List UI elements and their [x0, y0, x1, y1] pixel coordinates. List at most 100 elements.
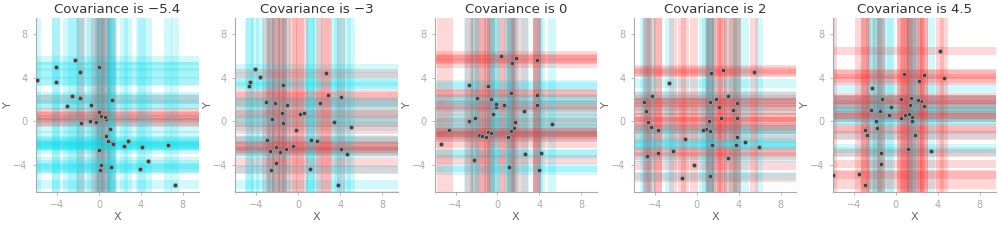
Point — [532, 151, 548, 155]
Bar — [633, 142, 796, 151]
Bar — [633, 68, 796, 76]
Bar — [267, 18, 275, 192]
Bar — [741, 18, 749, 192]
Bar — [236, 97, 398, 106]
Bar — [33, 18, 41, 192]
Bar — [435, 133, 597, 142]
X-axis label: X: X — [711, 212, 719, 222]
Bar — [36, 160, 199, 169]
Bar — [877, 18, 885, 192]
Bar — [633, 135, 796, 144]
Point — [312, 101, 328, 105]
Bar — [547, 18, 555, 192]
Bar — [272, 18, 280, 192]
Bar — [906, 18, 914, 192]
Point — [303, 193, 319, 197]
Bar — [52, 18, 60, 192]
Bar — [124, 18, 132, 192]
Point — [698, 127, 714, 131]
Point — [701, 119, 717, 123]
Point — [750, 145, 766, 148]
Bar — [717, 18, 725, 192]
Bar — [485, 18, 493, 192]
Bar — [908, 18, 916, 192]
Bar — [633, 91, 796, 100]
Bar — [897, 18, 905, 192]
Point — [168, 183, 184, 187]
Bar — [236, 119, 398, 127]
Point — [273, 150, 289, 154]
Point — [650, 128, 666, 131]
Point — [907, 133, 923, 137]
Point — [529, 93, 545, 97]
Bar — [92, 18, 100, 192]
Point — [72, 97, 88, 100]
Point — [530, 169, 546, 172]
Bar — [936, 18, 944, 192]
Bar — [236, 81, 398, 90]
Bar — [435, 59, 597, 68]
Bar — [36, 165, 199, 174]
Bar — [435, 148, 597, 157]
Bar — [236, 125, 398, 134]
Bar — [633, 65, 796, 74]
Bar — [633, 173, 796, 182]
Bar — [435, 55, 597, 64]
Bar — [236, 92, 398, 101]
Bar — [833, 113, 996, 122]
Bar — [108, 18, 116, 192]
Bar — [729, 18, 737, 192]
Point — [702, 129, 718, 133]
Title: Covariance is 0: Covariance is 0 — [465, 3, 567, 16]
Bar — [877, 18, 885, 192]
Bar — [885, 18, 893, 192]
Bar — [532, 18, 541, 192]
Point — [64, 94, 80, 98]
Point — [900, 147, 916, 150]
Bar — [76, 18, 84, 192]
Point — [893, 116, 909, 120]
Bar — [471, 18, 479, 192]
Point — [903, 96, 919, 99]
Point — [116, 144, 132, 148]
Bar — [437, 18, 445, 192]
Bar — [36, 141, 199, 150]
Bar — [236, 144, 398, 153]
Y-axis label: Y: Y — [203, 101, 213, 108]
Bar — [653, 18, 662, 192]
Bar — [833, 117, 996, 125]
Bar — [706, 18, 714, 192]
Point — [480, 130, 496, 134]
Point — [701, 100, 717, 104]
Bar — [911, 18, 919, 192]
Bar — [866, 18, 874, 192]
Bar — [435, 163, 597, 171]
Bar — [435, 128, 597, 137]
Point — [268, 145, 284, 148]
Bar — [36, 76, 199, 85]
Bar — [492, 18, 500, 192]
Bar — [646, 18, 655, 192]
Point — [461, 119, 477, 123]
Point — [883, 105, 899, 109]
Bar — [236, 72, 398, 81]
Bar — [36, 92, 199, 101]
Bar — [833, 126, 996, 134]
Point — [916, 73, 932, 77]
Point — [285, 144, 301, 148]
Point — [279, 147, 295, 151]
Point — [275, 83, 291, 87]
Bar — [705, 18, 714, 192]
Bar — [520, 18, 528, 192]
Bar — [435, 101, 597, 109]
Point — [303, 138, 319, 142]
Bar — [833, 131, 996, 140]
Title: Covariance is 2: Covariance is 2 — [663, 3, 766, 16]
Bar — [633, 125, 796, 134]
Point — [516, 110, 532, 113]
Point — [685, 163, 701, 167]
Bar — [268, 18, 276, 192]
Bar — [647, 18, 655, 192]
Bar — [435, 114, 597, 122]
Bar — [435, 119, 597, 128]
